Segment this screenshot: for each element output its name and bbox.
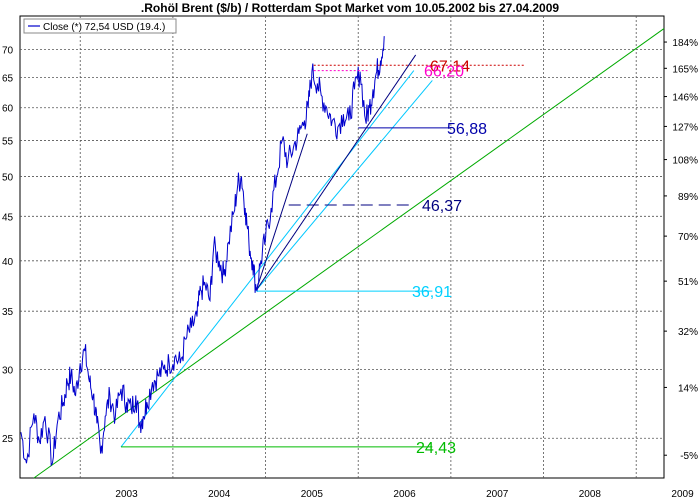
grid xyxy=(20,16,664,478)
trend-lines xyxy=(33,28,665,479)
y-tick-label-right: 184% xyxy=(672,38,698,49)
y-tick-label-right: 127% xyxy=(672,122,698,133)
level-label: 67,14 xyxy=(430,58,470,75)
y-tick-label-left: 25 xyxy=(2,434,14,445)
y-tick-label-left: 45 xyxy=(2,212,14,223)
y-tick-label-right: 14% xyxy=(678,383,698,394)
x-tick-label: 2003 xyxy=(115,489,138,500)
x-tick-label: 2004 xyxy=(208,489,231,500)
trend-line xyxy=(255,133,308,291)
x-tick-label: 2009 xyxy=(671,489,694,500)
y-tick-label-left: 55 xyxy=(2,137,14,148)
y-tick-label-left: 35 xyxy=(2,307,14,318)
trend-line xyxy=(120,70,415,448)
level-label: 24,43 xyxy=(416,440,456,457)
price-line xyxy=(20,36,385,467)
y-tick-label-right: 89% xyxy=(678,192,698,203)
x-tick-label: 2006 xyxy=(393,489,416,500)
y-tick-label-left: 70 xyxy=(2,46,14,57)
y-tick-label-right: 51% xyxy=(678,277,698,288)
y-tick-label-right: 165% xyxy=(672,64,698,75)
trend-line xyxy=(255,80,433,291)
trend-line xyxy=(255,54,417,291)
x-tick-label: 2005 xyxy=(301,489,324,500)
axis-ticks: 2003 2004 2005 2006 2007 2008 2009 25 30 35 40 45 50… xyxy=(2,38,698,500)
y-tick-label-left: 30 xyxy=(2,365,14,376)
level-label: 56,88 xyxy=(447,121,487,138)
y-tick-label-left: 50 xyxy=(2,173,14,184)
chart-title: .Rohöl Brent ($/b) / Rotterdam Spot Mark… xyxy=(140,1,560,15)
trend-line xyxy=(33,28,665,479)
price-series xyxy=(20,36,385,467)
level-label: 36,91 xyxy=(412,284,452,301)
y-tick-label-left: 40 xyxy=(2,257,14,268)
x-tick-label: 2007 xyxy=(486,489,509,500)
legend-box xyxy=(23,18,177,34)
plot-frame xyxy=(19,15,665,479)
y-tick-label-right: 70% xyxy=(678,232,698,243)
y-tick-label-left: 60 xyxy=(2,104,14,115)
level-label: 46,37 xyxy=(422,198,462,215)
legend: Close (*) 72,54 USD (19.4.) xyxy=(23,18,177,34)
level-label: 66,20 xyxy=(424,64,464,81)
y-tick-label-right: 108% xyxy=(672,156,698,167)
y-tick-label-right: 32% xyxy=(678,327,698,338)
y-tick-label-right: 146% xyxy=(672,93,698,104)
x-tick-label: 2008 xyxy=(579,489,602,500)
y-tick-label-left: 65 xyxy=(2,73,14,84)
y-tick-label-right: -5% xyxy=(680,451,698,462)
legend-label: Close (*) 72,54 USD (19.4.) xyxy=(43,22,165,33)
